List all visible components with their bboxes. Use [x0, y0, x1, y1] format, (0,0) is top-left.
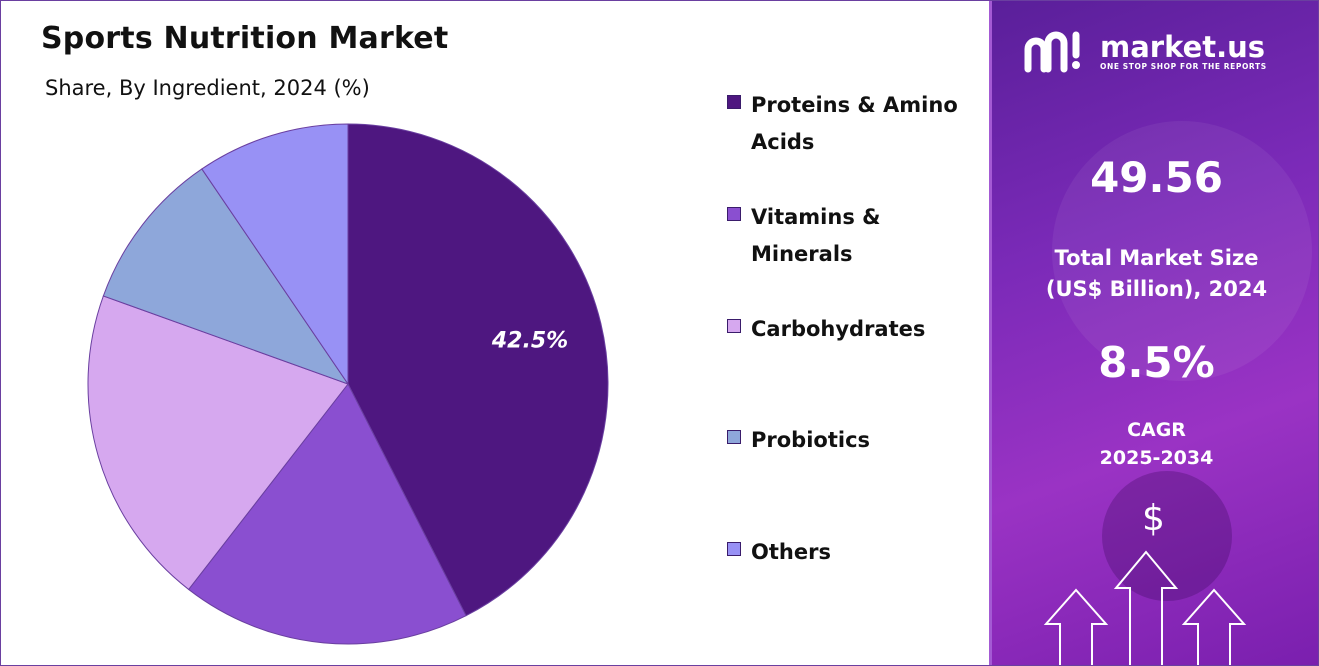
market-us-logo-icon: [1024, 31, 1080, 73]
cagr-value: 8.5%: [1098, 338, 1215, 387]
legend-item: Carbohydrates: [727, 311, 985, 348]
legend-item: Vitamins & Minerals: [727, 199, 985, 273]
cagr-label: CAGR: [1127, 419, 1186, 441]
market-size-value: 49.56: [1090, 153, 1223, 202]
pie-slice: [187, 383, 467, 645]
pie-slice: [102, 168, 350, 385]
legend-swatch: [727, 207, 741, 221]
brand-logo: market.us ONE STOP SHOP FOR THE REPORTS: [1022, 29, 1267, 73]
legend-swatch: [727, 542, 741, 556]
legend-item: Others: [727, 534, 985, 571]
cagr-period: 2025-2034: [1099, 447, 1214, 469]
market-size-label-line2: (US$ Billion), 2024: [1045, 277, 1268, 301]
legend-label: Others: [751, 540, 831, 564]
market-size-label-line1: Total Market Size: [1054, 246, 1259, 270]
pie-slice: [347, 123, 609, 617]
chart-title: Sports Nutrition Market: [41, 21, 449, 56]
legend-swatch: [727, 95, 741, 109]
brand-name: market.us: [1100, 29, 1266, 64]
data-label: 42.5%: [491, 328, 568, 353]
stats-panel: market.us ONE STOP SHOP FOR THE REPORTS …: [989, 1, 1318, 665]
legend-swatch: [727, 319, 741, 333]
pie-slice: [87, 295, 349, 591]
growth-arrows-icon: [1043, 550, 1247, 665]
dollar-icon: $: [1142, 498, 1165, 539]
legend-label: Vitamins & Minerals: [751, 205, 881, 266]
legend-swatch: [727, 430, 741, 444]
legend-label: Carbohydrates: [751, 317, 926, 341]
background-glow: [1052, 121, 1312, 381]
pie-chart: 42.5%: [87, 123, 609, 645]
legend-item: Proteins & Amino Acids: [727, 87, 985, 161]
chart-panel: Sports Nutrition Market Share, By Ingred…: [1, 1, 989, 665]
legend-label: Proteins & Amino Acids: [751, 93, 958, 154]
legend-item: Probiotics: [727, 422, 985, 459]
brand-tagline: ONE STOP SHOP FOR THE REPORTS: [1100, 61, 1267, 71]
chart-subtitle: Share, By Ingredient, 2024 (%): [45, 76, 370, 100]
legend-label: Probiotics: [751, 428, 871, 452]
pie-slice: [201, 123, 349, 386]
